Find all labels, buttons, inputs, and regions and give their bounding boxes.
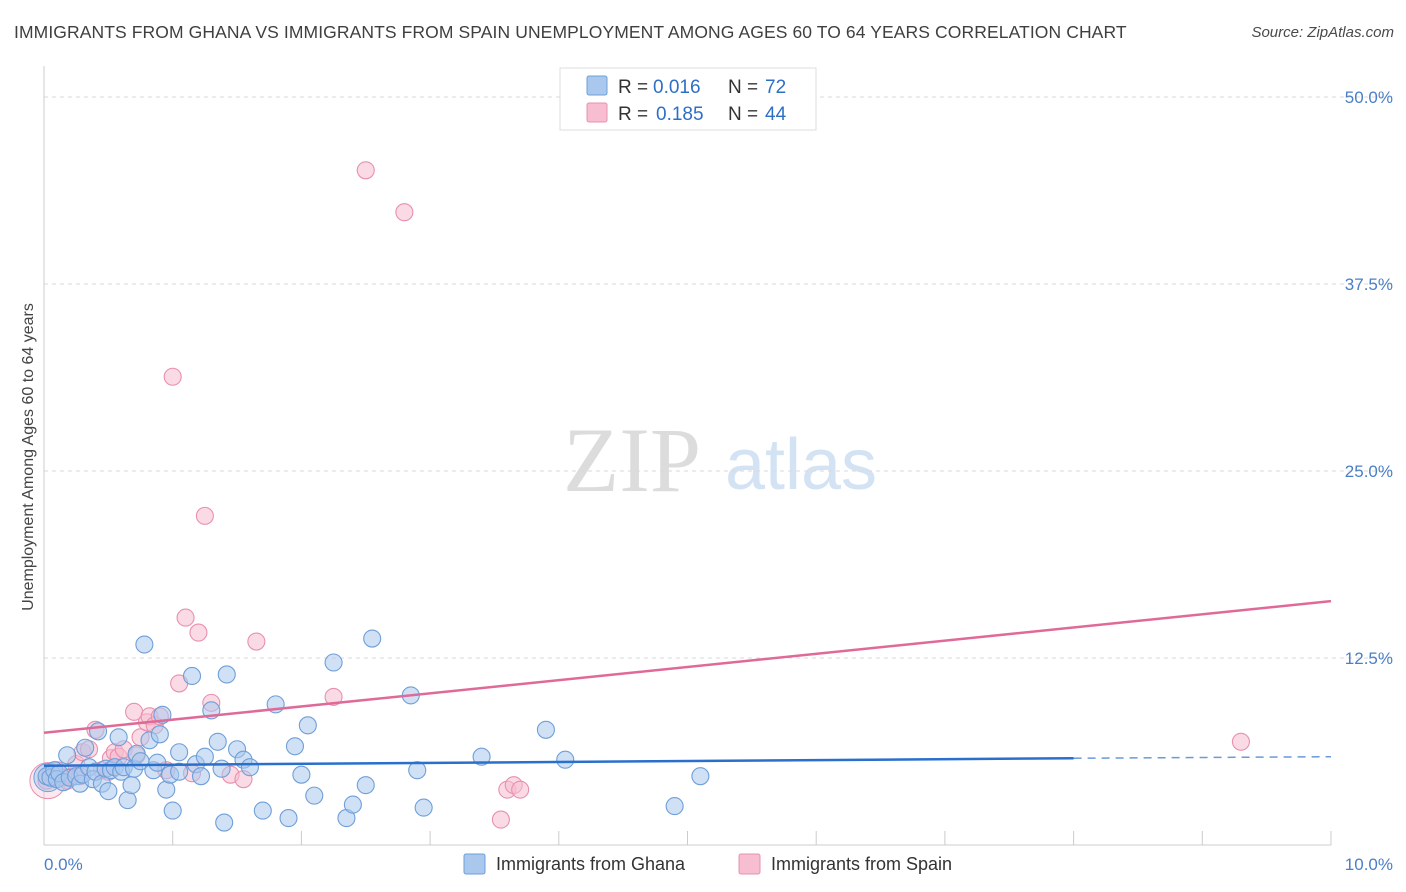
- ghana-point-54: [279, 809, 298, 828]
- ghana-point-38: [170, 743, 189, 762]
- ghana-point-32: [148, 753, 167, 772]
- x-tick-label-max: 10.0%: [1345, 855, 1393, 874]
- spain-point-39: [491, 810, 510, 829]
- spain-point-36: [324, 687, 343, 706]
- ghana-point-51: [240, 758, 259, 777]
- ghana-point-47: [215, 813, 234, 832]
- ghana-point-66: [414, 798, 433, 817]
- bottom-legend: Immigrants from Ghana Immigrants from Sp…: [463, 853, 952, 875]
- spain-point-30: [189, 623, 208, 642]
- ghana-point-56: [292, 765, 311, 784]
- legend-ghana-r-label: R =: [618, 77, 648, 98]
- ghana-point-67: [472, 747, 491, 766]
- grid: [44, 96, 1393, 659]
- ghana-point-33: [150, 725, 169, 744]
- ghana-point-21: [109, 728, 128, 747]
- spain-point-42: [511, 780, 530, 799]
- ghana-point-45: [208, 732, 227, 751]
- ghana-point-71: [691, 767, 710, 786]
- legend-spain-r-value: 0.185: [656, 104, 704, 125]
- ghana-point-52: [253, 801, 272, 820]
- ghana-point-57: [298, 716, 317, 735]
- legend-spain-r-label: R =: [618, 104, 648, 125]
- ghana-point-69: [556, 750, 575, 769]
- ghana-series: [33, 629, 710, 832]
- spain-point-38: [395, 203, 414, 222]
- ghana-point-35: [157, 780, 176, 799]
- legend-spain-n-value: 44: [765, 104, 787, 125]
- y-tick-label-1: 25.0%: [1345, 462, 1393, 481]
- watermark-zip: ZIP: [563, 409, 701, 511]
- spain-point-37: [356, 161, 375, 180]
- ghana-point-48: [217, 665, 236, 684]
- ghana-point-58: [305, 786, 324, 805]
- y-tick-label-0: 12.5%: [1345, 649, 1393, 668]
- ghana-trend-extension: [1073, 755, 1332, 759]
- ghana-point-65: [408, 761, 427, 780]
- legend-ghana-n-label: N =: [728, 77, 758, 98]
- legend-spain-swatch: [586, 102, 608, 123]
- y-axis-label: Unemployment Among Ages 60 to 64 years: [20, 303, 37, 611]
- ghana-point-24: [118, 791, 137, 810]
- y-tick-label-2: 37.5%: [1345, 275, 1393, 294]
- spain-point-43: [1231, 732, 1250, 751]
- watermark-atlas: atlas: [725, 425, 877, 505]
- axes: [43, 66, 1332, 846]
- legend-ghana-r-value: 0.016: [653, 77, 701, 98]
- ghana-point-55: [285, 737, 305, 756]
- ghana-point-43: [195, 747, 214, 766]
- ghana-point-42: [191, 767, 211, 786]
- ghana-trend-line: [43, 756, 1074, 767]
- source-label: Source: ZipAtlas.com: [1251, 24, 1394, 41]
- y-tick-labels: 12.5% 25.0% 37.5% 50.0%: [1345, 88, 1393, 668]
- bottom-legend-spain-swatch: [738, 853, 761, 875]
- ghana-point-6: [58, 746, 77, 765]
- ghana-point-63: [363, 629, 382, 648]
- ghana-point-46: [212, 759, 231, 778]
- ghana-point-25: [122, 776, 141, 795]
- ghana-point-11: [76, 738, 95, 757]
- bottom-legend-ghana-swatch: [463, 853, 486, 875]
- trend-lines: [43, 599, 1332, 767]
- spain-point-31: [195, 506, 214, 525]
- spain-trend-line: [43, 599, 1332, 735]
- ghana-point-40: [182, 666, 202, 686]
- ghana-point-37: [163, 801, 182, 820]
- ghana-point-70: [665, 797, 684, 816]
- legend-ghana-n-value: 72: [765, 77, 786, 98]
- legend-ghana-swatch: [586, 75, 608, 96]
- ghana-point-39: [170, 762, 189, 781]
- bottom-legend-spain-label: Immigrants from Spain: [771, 854, 952, 874]
- ghana-point-15: [89, 722, 108, 741]
- legend-spain-n-label: N =: [728, 104, 758, 125]
- ghana-point-62: [356, 776, 375, 795]
- bottom-legend-ghana-label: Immigrants from Ghana: [496, 854, 686, 874]
- ghana-point-68: [536, 720, 555, 739]
- chart-title: IMMIGRANTS FROM GHANA VS IMMIGRANTS FROM…: [14, 22, 1127, 42]
- y-tick-label-3: 50.0%: [1345, 88, 1393, 107]
- ghana-point-18: [99, 782, 118, 801]
- legend: R = 0.016 N = 72 R = 0.185 N = 44: [559, 67, 817, 131]
- ghana-point-29: [135, 635, 154, 654]
- spain-point-35: [247, 632, 266, 651]
- spain-point-26: [163, 367, 182, 386]
- x-tick-label-min: 0.0%: [44, 855, 83, 874]
- spain-point-28: [176, 608, 195, 627]
- ghana-point-61: [343, 795, 362, 814]
- ghana-point-59: [324, 653, 343, 672]
